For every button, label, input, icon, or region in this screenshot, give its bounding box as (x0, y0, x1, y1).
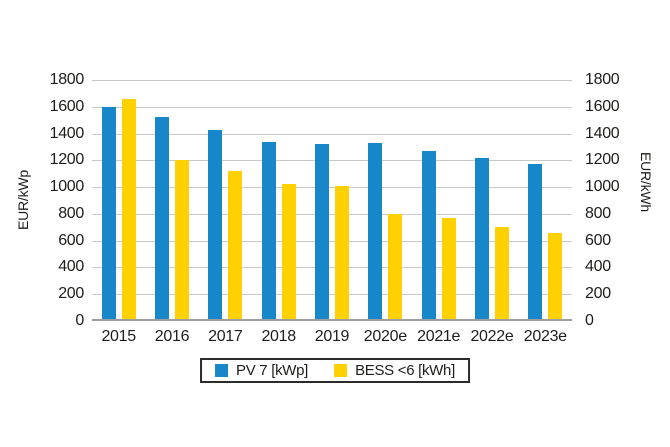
gridline (92, 294, 572, 295)
gridline (92, 107, 572, 108)
bar (154, 117, 169, 321)
bar (494, 227, 509, 321)
bar (334, 186, 349, 321)
bar (101, 107, 116, 321)
y-tick-label-right: 400 (585, 258, 611, 275)
x-tick-label: 2022e (470, 328, 514, 345)
y-tick-label-left: 1000 (49, 178, 85, 195)
plot-area: 0 0 200 200 400 400 600 600 800 800 1000 1000 1200 12… (50, 72, 620, 329)
y-tick-label-right: 1800 (585, 71, 620, 88)
y-tick-label-right: 800 (585, 205, 611, 222)
bar (261, 142, 276, 321)
x-tick-label: 2018 (261, 328, 296, 345)
bar-group (92, 80, 145, 321)
x-tick-label: 2023e (523, 328, 567, 345)
bar-group (519, 80, 572, 321)
x-tick-label: 2019 (314, 328, 350, 345)
y-tick-label-right: 1200 (585, 151, 620, 168)
gridline (92, 241, 572, 242)
y-tick-label-left: 400 (58, 258, 84, 275)
x-axis-labels: 2015 2016 2017 2018 2019 2020e 2021e 2022e 2023e (92, 329, 572, 345)
y-tick-label-right: 1000 (585, 178, 620, 195)
y-tick-label-right: 200 (585, 285, 611, 302)
gridline (92, 214, 572, 215)
bar (208, 130, 223, 321)
bar-group (412, 80, 465, 321)
bar (548, 233, 563, 321)
bar (174, 160, 189, 321)
y-tick-label-right: 1400 (585, 125, 620, 142)
y-tick-label-left: 1800 (49, 71, 85, 88)
bar-group (145, 80, 198, 321)
bar (528, 164, 543, 321)
bar-group (305, 80, 358, 321)
gridline (92, 80, 572, 81)
x-tick-label: 2021e (417, 328, 461, 345)
bar (421, 151, 436, 321)
y-tick-label-left: 200 (58, 285, 84, 302)
bar-group (199, 80, 252, 321)
gridline (92, 134, 572, 135)
bar (474, 158, 489, 321)
legend-label-pv: PV 7 [kWp] (236, 362, 309, 379)
legend-item-bess: BESS <6 [kWh] (334, 363, 455, 378)
bars-layer (92, 80, 572, 321)
y-tick-label-right: 1600 (585, 98, 620, 115)
bar-group (465, 80, 518, 321)
bar (281, 184, 296, 321)
gridline (92, 160, 572, 161)
gridline (92, 267, 572, 268)
bar-group (252, 80, 305, 321)
bar (314, 144, 329, 321)
gridline (92, 187, 572, 188)
pv-series-swatch-icon (215, 364, 229, 377)
bar (228, 171, 243, 321)
bar (388, 214, 403, 321)
x-tick-label: 2015 (101, 328, 136, 345)
x-axis-line (92, 319, 572, 321)
y-tick-label-right: 0 (585, 312, 594, 329)
legend: PV 7 [kWp] BESS <6 [kWh] (200, 358, 470, 383)
legend-label-bess: BESS <6 [kWh] (355, 362, 455, 379)
bar (441, 218, 456, 321)
y-tick-label-left: 1200 (49, 151, 85, 168)
right-axis-title: EUR/kWh (638, 151, 654, 213)
left-axis-title: EUR/kWp (15, 169, 31, 231)
bar (368, 143, 383, 321)
bess-series-swatch-icon (334, 364, 348, 377)
bar (121, 99, 136, 321)
y-tick-label-left: 800 (58, 205, 84, 222)
legend-item-pv: PV 7 [kWp] (215, 363, 308, 378)
x-tick-label: 2020e (363, 328, 407, 345)
x-tick-label: 2017 (208, 328, 243, 345)
y-tick-label-left: 1600 (49, 98, 85, 115)
y-tick-label-left: 0 (75, 312, 84, 329)
bar-group (359, 80, 412, 321)
y-tick-label-left: 600 (58, 232, 84, 249)
y-tick-label-left: 1400 (49, 125, 85, 142)
x-tick-label: 2016 (154, 328, 190, 345)
y-tick-label-right: 600 (585, 232, 611, 249)
